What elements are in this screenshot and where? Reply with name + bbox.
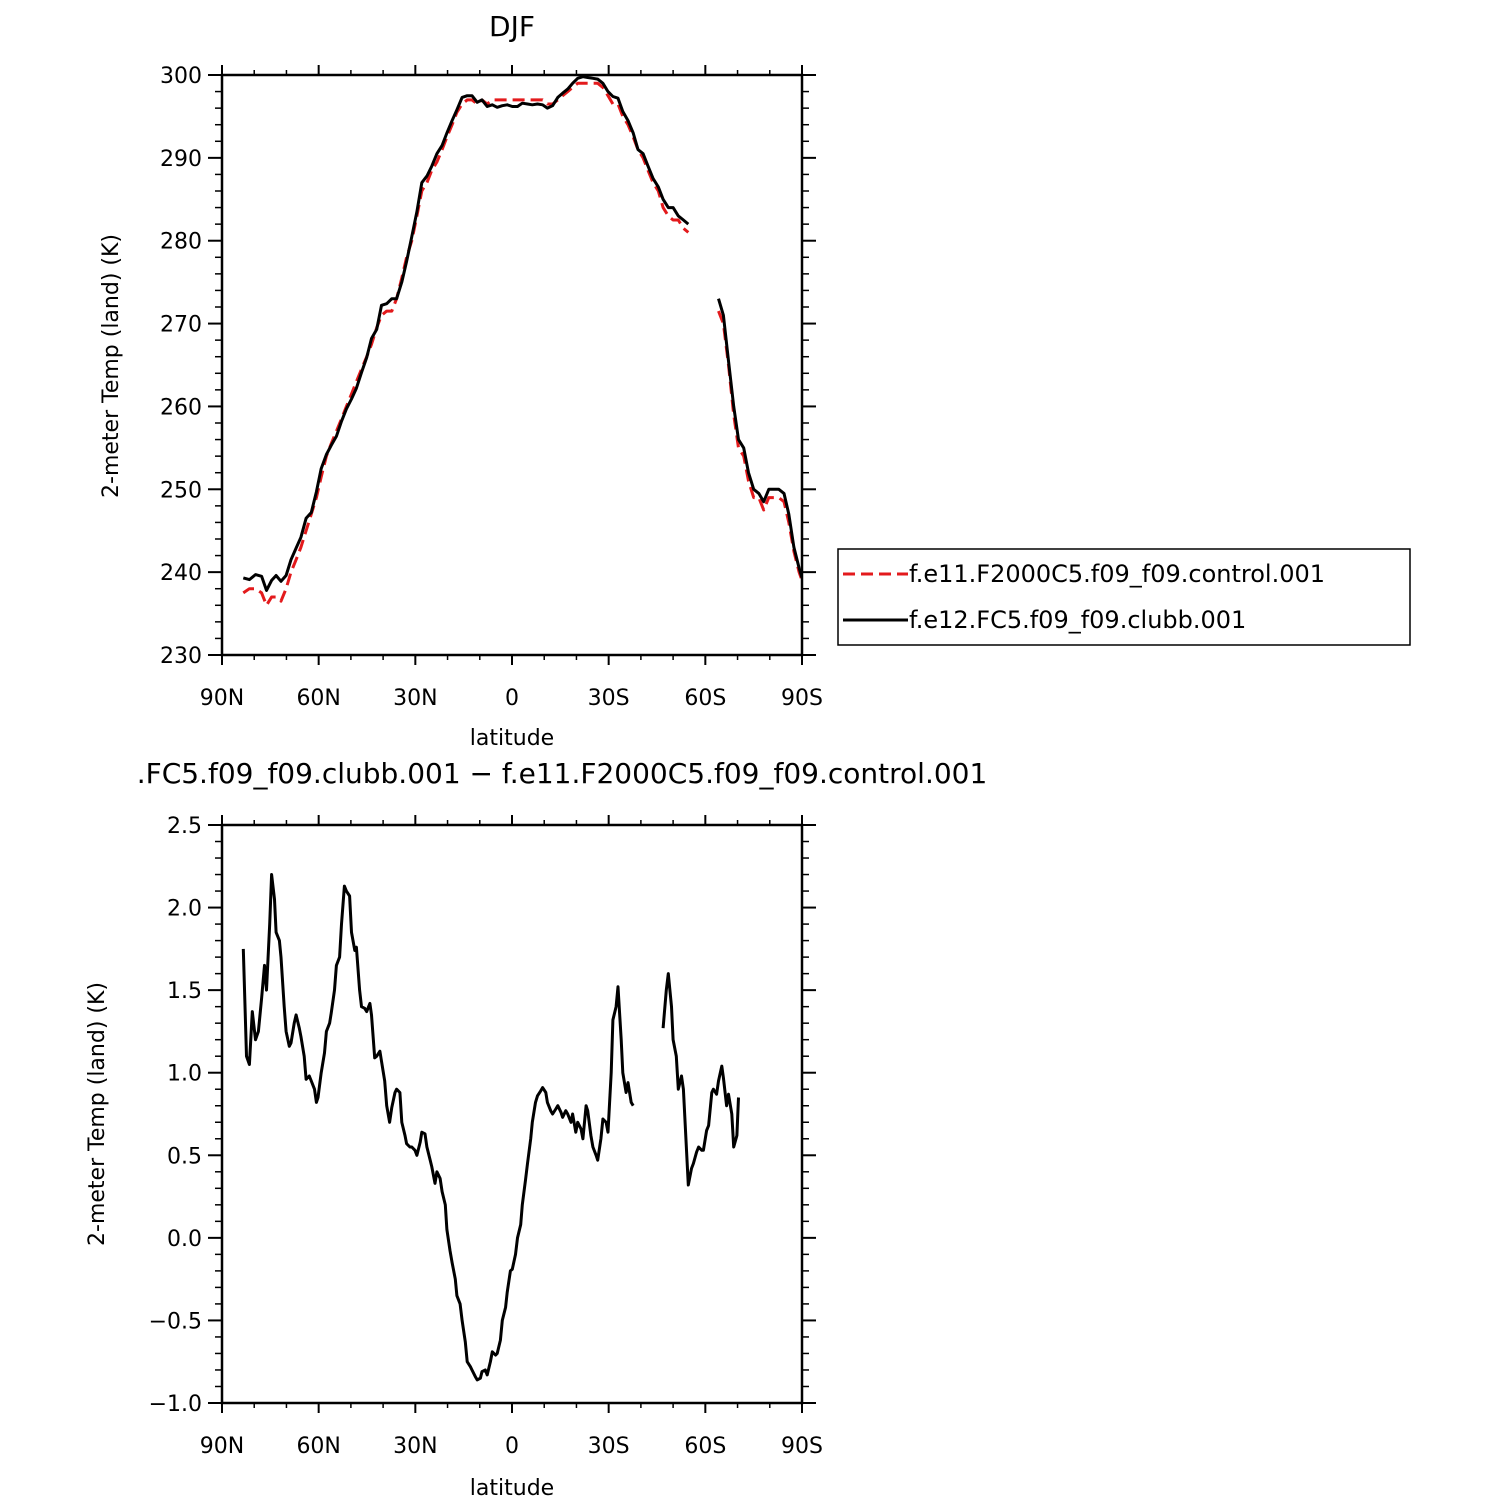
- legend-label-control: f.e11.F2000C5.f09_f09.control.001: [909, 560, 1325, 588]
- x-tick-label: 90S: [781, 686, 823, 711]
- series-line: [242, 81, 690, 607]
- x-tick-label: 0: [505, 1434, 519, 1459]
- legend: f.e11.F2000C5.f09_f09.control.001 f.e12.…: [837, 548, 1411, 646]
- x-tick-label: 60N: [296, 686, 340, 711]
- series-line: [661, 972, 740, 1187]
- y-axis-label: 2-meter Temp (land) (K): [99, 234, 124, 498]
- series-line: [242, 75, 690, 592]
- y-tick-label: 270: [160, 313, 202, 338]
- x-tick-label: 60S: [684, 1434, 726, 1459]
- plot-area: 90N 60N 30N 0 30S 60S 90S −1.0 −0.5 0.0 0.5 1.0 1.5 2…: [149, 814, 823, 1459]
- x-tick-label: 30S: [588, 1434, 630, 1459]
- difference-chart: .FC5.f09_f09.clubb.001 − f.e11.F2000C5.f…: [85, 757, 987, 1501]
- plot-frame: [220, 73, 804, 657]
- x-tick-label: 90N: [200, 686, 244, 711]
- y-tick-label: 2.0: [167, 897, 202, 922]
- legend-box: [837, 548, 1411, 646]
- djf-temperature-chart: DJF 90N 60N 30N 0 30S 60S 90S 230 240 250 260 270 28…: [99, 10, 1411, 751]
- chart-title: .FC5.f09_f09.clubb.001 − f.e11.F2000C5.f…: [137, 757, 988, 790]
- y-tick-label: 1.0: [167, 1062, 202, 1087]
- y-axis-label: 2-meter Temp (land) (K): [85, 982, 110, 1246]
- x-tick-label: 30N: [393, 686, 437, 711]
- x-axis-label: latitude: [470, 1476, 554, 1501]
- x-tick-label: 90S: [781, 1434, 823, 1459]
- y-tick-label: 280: [160, 230, 202, 255]
- x-tick-label: 30S: [588, 686, 630, 711]
- y-tick-label: 300: [160, 64, 202, 89]
- y-tick-label: 2.5: [167, 814, 202, 839]
- plot-area: 90N 60N 30N 0 30S 60S 90S 230 240 250 260 270 280 290…: [160, 64, 823, 711]
- x-tick-label: 60N: [296, 1434, 340, 1459]
- plot-frame: [220, 823, 804, 1405]
- chart-title: DJF: [489, 10, 535, 43]
- x-axis-label: latitude: [470, 726, 554, 751]
- series-line: [717, 310, 802, 581]
- y-tick-label: 1.5: [167, 979, 202, 1004]
- y-tick-label: 250: [160, 478, 202, 503]
- series-line: [241, 873, 635, 1382]
- y-tick-label: −1.0: [149, 1392, 202, 1417]
- y-tick-label: 260: [160, 395, 202, 420]
- x-tick-label: 0: [505, 686, 519, 711]
- x-tick-label: 90N: [200, 1434, 244, 1459]
- y-tick-label: 240: [160, 561, 202, 586]
- x-tick-label: 30N: [393, 1434, 437, 1459]
- y-tick-label: 0.0: [167, 1227, 202, 1252]
- y-tick-label: 230: [160, 644, 202, 669]
- x-tick-label: 60S: [684, 686, 726, 711]
- legend-label-clubb: f.e12.FC5.f09_f09.clubb.001: [909, 606, 1246, 634]
- series-line: [717, 298, 802, 579]
- y-tick-label: 290: [160, 147, 202, 172]
- y-tick-label: 0.5: [167, 1144, 202, 1169]
- y-tick-label: −0.5: [149, 1309, 202, 1334]
